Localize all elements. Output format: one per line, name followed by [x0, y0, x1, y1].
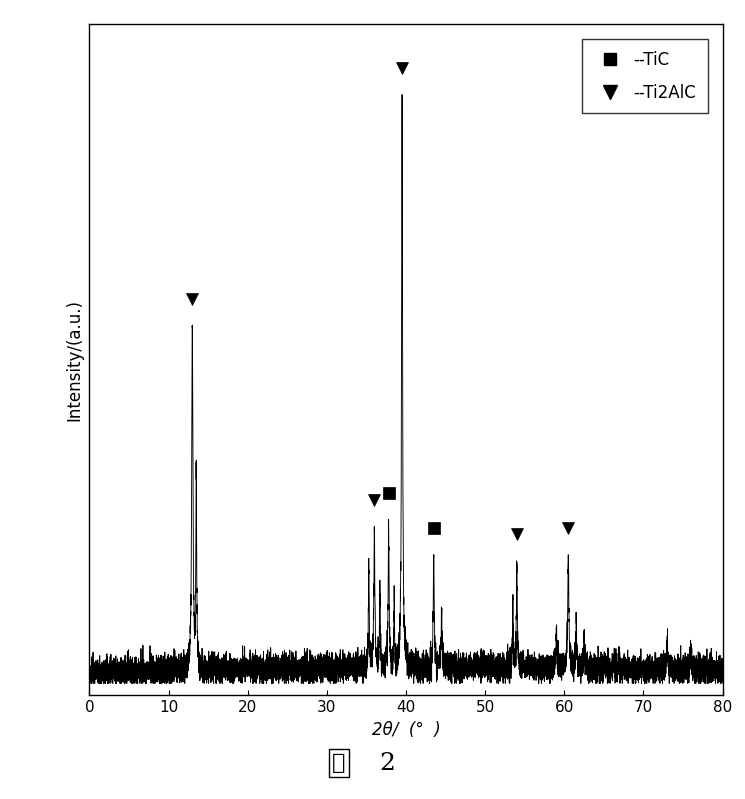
Legend: --TiC, --Ti2AlC: --TiC, --Ti2AlC — [582, 39, 708, 113]
Y-axis label: Intensity/(a.u.): Intensity/(a.u.) — [66, 299, 84, 420]
X-axis label: 2θ/  (°  ): 2θ/ (° ) — [372, 721, 440, 738]
Text: 图: 图 — [332, 752, 346, 774]
Text: 2: 2 — [379, 752, 396, 774]
